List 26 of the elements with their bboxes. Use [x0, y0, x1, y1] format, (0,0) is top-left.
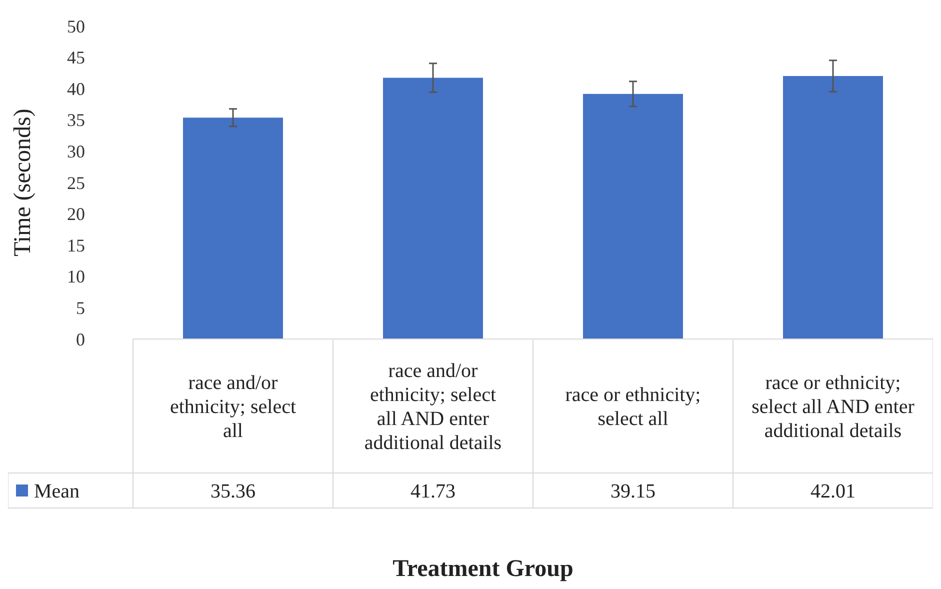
data-label: 35.36: [210, 480, 256, 502]
y-tick-label: 5: [76, 298, 85, 318]
y-tick-label: 50: [67, 16, 85, 36]
data-label: 41.73: [410, 480, 456, 502]
bar: [183, 118, 283, 339]
bar: [783, 76, 883, 339]
y-tick-label: 20: [67, 204, 85, 224]
x-axis-title: Treatment Group: [392, 556, 574, 582]
y-tick-label: 25: [67, 172, 85, 193]
x-tick-label: race and/or ethnicity; select all: [170, 372, 296, 442]
x-tick-label: race and/or ethnicity; select all AND enter additional details: [364, 360, 502, 454]
data-label: 42.01: [810, 480, 856, 502]
legend-label: Mean: [34, 480, 80, 502]
y-tick-label: 10: [67, 266, 85, 287]
bar: [383, 78, 483, 339]
y-tick-label: 45: [67, 48, 85, 68]
y-axis-title: Time (seconds): [10, 108, 36, 256]
x-tick-label: race or ethnicity; select all: [565, 384, 701, 430]
y-tick-label: 40: [67, 78, 85, 99]
x-tick-label: race or ethnicity; select all AND enter additional details: [752, 372, 915, 442]
data-label: 39.15: [610, 480, 656, 502]
y-tick-label: 15: [67, 235, 85, 256]
y-tick-label: 30: [67, 142, 85, 162]
y-tick-label: 0: [76, 329, 85, 350]
bar: [583, 94, 683, 339]
y-tick-label: 35: [67, 110, 85, 130]
